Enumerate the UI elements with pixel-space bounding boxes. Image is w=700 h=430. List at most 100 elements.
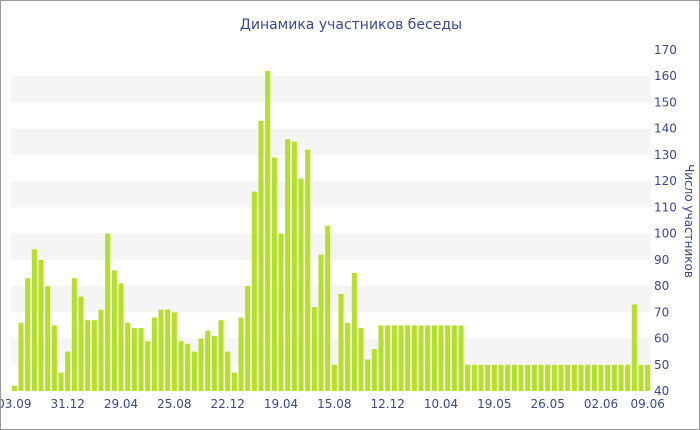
bar [498,365,503,391]
bar [472,365,477,391]
bar [152,318,157,391]
bar [598,365,603,391]
bar [65,352,70,391]
bar [585,365,590,391]
x-tick-label: 03.09 [1,397,32,411]
bar [138,328,143,391]
bar [352,273,357,391]
y-tick-label: 120 [654,174,677,188]
bar [118,283,123,391]
x-tick-label: 12.12 [370,397,404,411]
bar [92,320,97,391]
y-tick-label: 170 [654,43,677,57]
bar [318,255,323,391]
bar [238,318,243,391]
bar [338,294,343,391]
bar [185,344,190,391]
y-tick-label: 70 [654,305,669,319]
bar [312,307,317,391]
bar [305,150,310,391]
bar [45,286,50,391]
y-tick-label: 130 [654,148,677,162]
x-tick-label: 31.12 [50,397,84,411]
bar [32,249,37,391]
grid-band [11,181,651,207]
y-tick-label: 150 [654,95,677,109]
bar [132,328,137,391]
y-tick-label: 140 [654,122,677,136]
bar [412,325,417,391]
x-axis-ticks: 03.09 31.12 29.04 25.08 22.12 19.04 15.08 12.12… [1,397,665,411]
bar [278,234,283,391]
bar [392,325,397,391]
bar [645,365,650,391]
x-tick-label: 02.06 [584,397,618,411]
bar [158,310,163,391]
bar [452,325,457,391]
bar [358,328,363,391]
bar [372,349,377,391]
bar [298,179,303,391]
bar [492,365,497,391]
y-tick-label: 100 [654,227,677,241]
y-tick-label: 110 [654,200,677,214]
bar [198,339,203,391]
y-tick-label: 60 [654,332,669,346]
x-tick-label: 22.12 [210,397,244,411]
bar [638,365,643,391]
bar [145,341,150,391]
bar [72,278,77,391]
bar [512,365,517,391]
x-tick-label: 19.04 [264,397,298,411]
bar [78,297,83,391]
bar [552,365,557,391]
bar [612,365,617,391]
bar [425,325,430,391]
bar [25,278,30,391]
bar [165,310,170,391]
bar [538,365,543,391]
y-axis-label: Число участников [682,164,696,278]
bar [212,336,217,391]
bar [485,365,490,391]
bar [505,365,510,391]
bar [12,386,17,391]
x-tick-label: 19.05 [477,397,511,411]
y-tick-label: 40 [654,384,669,398]
bar [532,365,537,391]
x-tick-label: 09.06 [630,397,664,411]
bar [105,234,110,391]
bar [618,365,623,391]
bar [245,286,250,391]
bar [292,142,297,391]
bar [85,320,90,391]
bar [285,139,290,391]
bar [558,365,563,391]
bar [52,325,57,391]
bar [445,325,450,391]
x-tick-label: 25.08 [157,397,191,411]
x-tick-label: 29.04 [104,397,138,411]
bar [385,325,390,391]
bar [572,365,577,391]
bar [38,260,43,391]
bar [218,320,223,391]
bar [205,331,210,391]
bar [325,226,330,391]
bar [378,325,383,391]
x-tick-label: 15.08 [317,397,351,411]
bar [125,323,130,391]
bar [172,312,177,391]
bar [192,352,197,391]
bar [398,325,403,391]
bar [458,325,463,391]
y-tick-label: 80 [654,279,669,293]
bar [58,373,63,391]
bar [345,323,350,391]
chart-title: Динамика участников беседы [240,17,462,33]
bar [632,304,637,391]
bar [438,325,443,391]
bar [98,310,103,391]
y-tick-label: 160 [654,69,677,83]
